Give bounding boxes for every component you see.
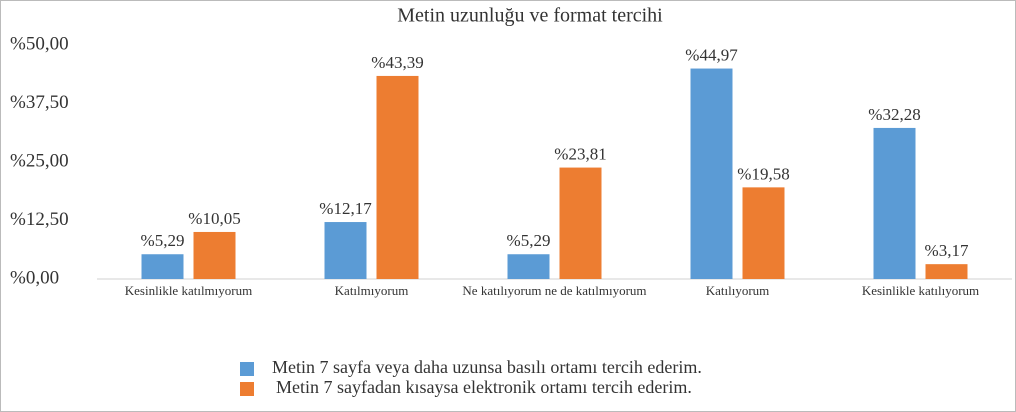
chart-title: Metin uzunluğu ve format tercihi [397, 5, 663, 27]
data-label: %43,39 [371, 53, 423, 72]
y-tick-label: %0,00 [10, 267, 59, 288]
bar [193, 231, 236, 279]
data-label: %19,58 [737, 164, 789, 183]
data-label: %12,17 [319, 199, 372, 218]
y-tick-label: %25,00 [10, 150, 69, 171]
x-tick-label: Kesinlikle katılıyorum [862, 283, 979, 298]
data-label: %32,28 [868, 105, 920, 124]
x-tick-label: Katılmıyorum [335, 283, 409, 298]
bar [507, 254, 550, 279]
bar [559, 167, 602, 279]
x-tick-label: Katılıyorum [706, 283, 770, 298]
data-label: %5,29 [141, 231, 185, 250]
y-tick-label: %12,50 [10, 209, 69, 230]
legend-swatch [240, 362, 254, 376]
y-tick-label: %37,50 [10, 92, 69, 113]
legend-swatch [240, 382, 254, 396]
data-label: %10,05 [188, 209, 240, 228]
bar [141, 254, 184, 279]
x-tick-label: Ne katılıyorum ne de katılmıyorum [462, 283, 646, 298]
data-label: %3,17 [925, 241, 969, 260]
legend-label: Metin 7 sayfadan kısaysa elektronik orta… [276, 377, 692, 397]
data-label: %5,29 [507, 231, 551, 250]
bar [324, 222, 367, 279]
bar [376, 75, 419, 279]
data-label: %44,97 [685, 45, 738, 64]
bar [925, 264, 968, 279]
x-tick-label: Kesinlikle katılmıyorum [125, 283, 252, 298]
bar [742, 187, 785, 279]
bar [690, 68, 733, 279]
legend-label: Metin 7 sayfa veya daha uzunsa basılı or… [272, 357, 702, 377]
bar [873, 127, 916, 280]
y-tick-label: %50,00 [10, 33, 69, 54]
data-label: %23,81 [554, 144, 606, 163]
